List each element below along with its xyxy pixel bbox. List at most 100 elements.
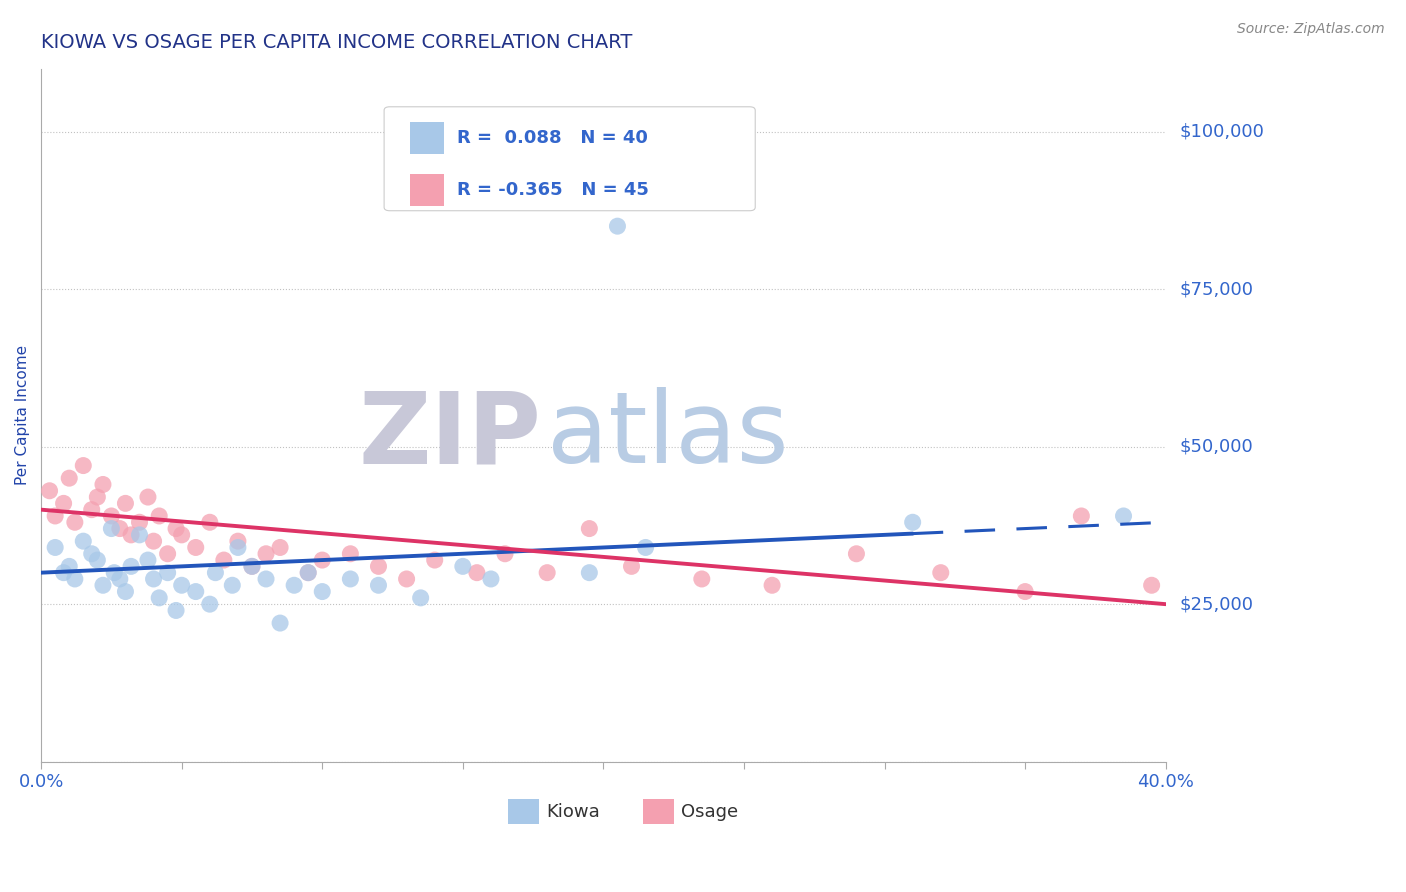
Point xyxy=(423,553,446,567)
Point xyxy=(451,559,474,574)
Point xyxy=(142,572,165,586)
Point xyxy=(52,566,75,580)
Point xyxy=(269,616,291,631)
Point xyxy=(297,566,319,580)
Point xyxy=(395,572,418,586)
Point xyxy=(184,584,207,599)
Point xyxy=(128,528,150,542)
FancyBboxPatch shape xyxy=(643,799,675,824)
Text: ZIP: ZIP xyxy=(359,387,541,484)
Text: KIOWA VS OSAGE PER CAPITA INCOME CORRELATION CHART: KIOWA VS OSAGE PER CAPITA INCOME CORRELA… xyxy=(41,33,633,52)
Point xyxy=(901,516,924,530)
Point xyxy=(1140,578,1163,592)
Text: R =  0.088   N = 40: R = 0.088 N = 40 xyxy=(457,129,648,147)
Point xyxy=(136,553,159,567)
Text: R = -0.365   N = 45: R = -0.365 N = 45 xyxy=(457,181,650,199)
Point xyxy=(367,578,389,592)
Text: atlas: atlas xyxy=(547,387,789,484)
Point xyxy=(91,578,114,592)
Point xyxy=(479,572,502,586)
Point xyxy=(339,547,361,561)
Point xyxy=(929,566,952,580)
Point xyxy=(634,541,657,555)
Point xyxy=(170,528,193,542)
Point xyxy=(254,572,277,586)
Point xyxy=(761,578,783,592)
Point xyxy=(494,547,516,561)
Point xyxy=(339,572,361,586)
Point xyxy=(156,547,179,561)
Point xyxy=(120,559,142,574)
Point xyxy=(606,219,628,234)
Point xyxy=(72,534,94,549)
Point xyxy=(198,516,221,530)
Point xyxy=(221,578,243,592)
Point xyxy=(108,572,131,586)
Point xyxy=(578,522,600,536)
Point xyxy=(108,522,131,536)
Point xyxy=(297,566,319,580)
Point xyxy=(114,584,136,599)
Point xyxy=(578,566,600,580)
Point xyxy=(86,553,108,567)
Point xyxy=(120,528,142,542)
Point xyxy=(58,471,80,485)
Point xyxy=(136,490,159,504)
FancyBboxPatch shape xyxy=(508,799,540,824)
Point xyxy=(620,559,643,574)
Point xyxy=(80,502,103,516)
Point xyxy=(100,522,122,536)
Text: $50,000: $50,000 xyxy=(1180,438,1253,456)
Point xyxy=(240,559,263,574)
Y-axis label: Per Capita Income: Per Capita Income xyxy=(15,345,30,485)
Point xyxy=(254,547,277,561)
Point xyxy=(240,559,263,574)
Point xyxy=(198,597,221,611)
Point xyxy=(114,496,136,510)
Point xyxy=(148,508,170,523)
Point xyxy=(156,566,179,580)
Point xyxy=(269,541,291,555)
Point xyxy=(103,566,125,580)
Point xyxy=(690,572,713,586)
Text: $75,000: $75,000 xyxy=(1180,280,1254,298)
Point xyxy=(1112,508,1135,523)
Point xyxy=(465,566,488,580)
Point xyxy=(170,578,193,592)
Point xyxy=(52,496,75,510)
Point xyxy=(409,591,432,605)
Point xyxy=(165,603,187,617)
Point xyxy=(63,516,86,530)
Point xyxy=(38,483,60,498)
Point xyxy=(44,508,66,523)
Point xyxy=(165,522,187,536)
Point xyxy=(845,547,868,561)
Point xyxy=(72,458,94,473)
Point xyxy=(226,541,249,555)
Point xyxy=(128,516,150,530)
Text: $100,000: $100,000 xyxy=(1180,123,1264,141)
Point xyxy=(226,534,249,549)
Text: Osage: Osage xyxy=(681,803,738,821)
Point xyxy=(184,541,207,555)
FancyBboxPatch shape xyxy=(411,174,444,205)
Point xyxy=(44,541,66,555)
Text: Kiowa: Kiowa xyxy=(546,803,600,821)
Point xyxy=(367,559,389,574)
FancyBboxPatch shape xyxy=(411,122,444,153)
Point xyxy=(1070,508,1092,523)
Point xyxy=(212,553,235,567)
Point xyxy=(311,553,333,567)
Point xyxy=(86,490,108,504)
Point xyxy=(204,566,226,580)
Point xyxy=(142,534,165,549)
FancyBboxPatch shape xyxy=(384,107,755,211)
Point xyxy=(100,508,122,523)
Text: $25,000: $25,000 xyxy=(1180,595,1254,613)
Point xyxy=(63,572,86,586)
Point xyxy=(58,559,80,574)
Point xyxy=(148,591,170,605)
Point xyxy=(80,547,103,561)
Text: Source: ZipAtlas.com: Source: ZipAtlas.com xyxy=(1237,22,1385,37)
Point xyxy=(1014,584,1036,599)
